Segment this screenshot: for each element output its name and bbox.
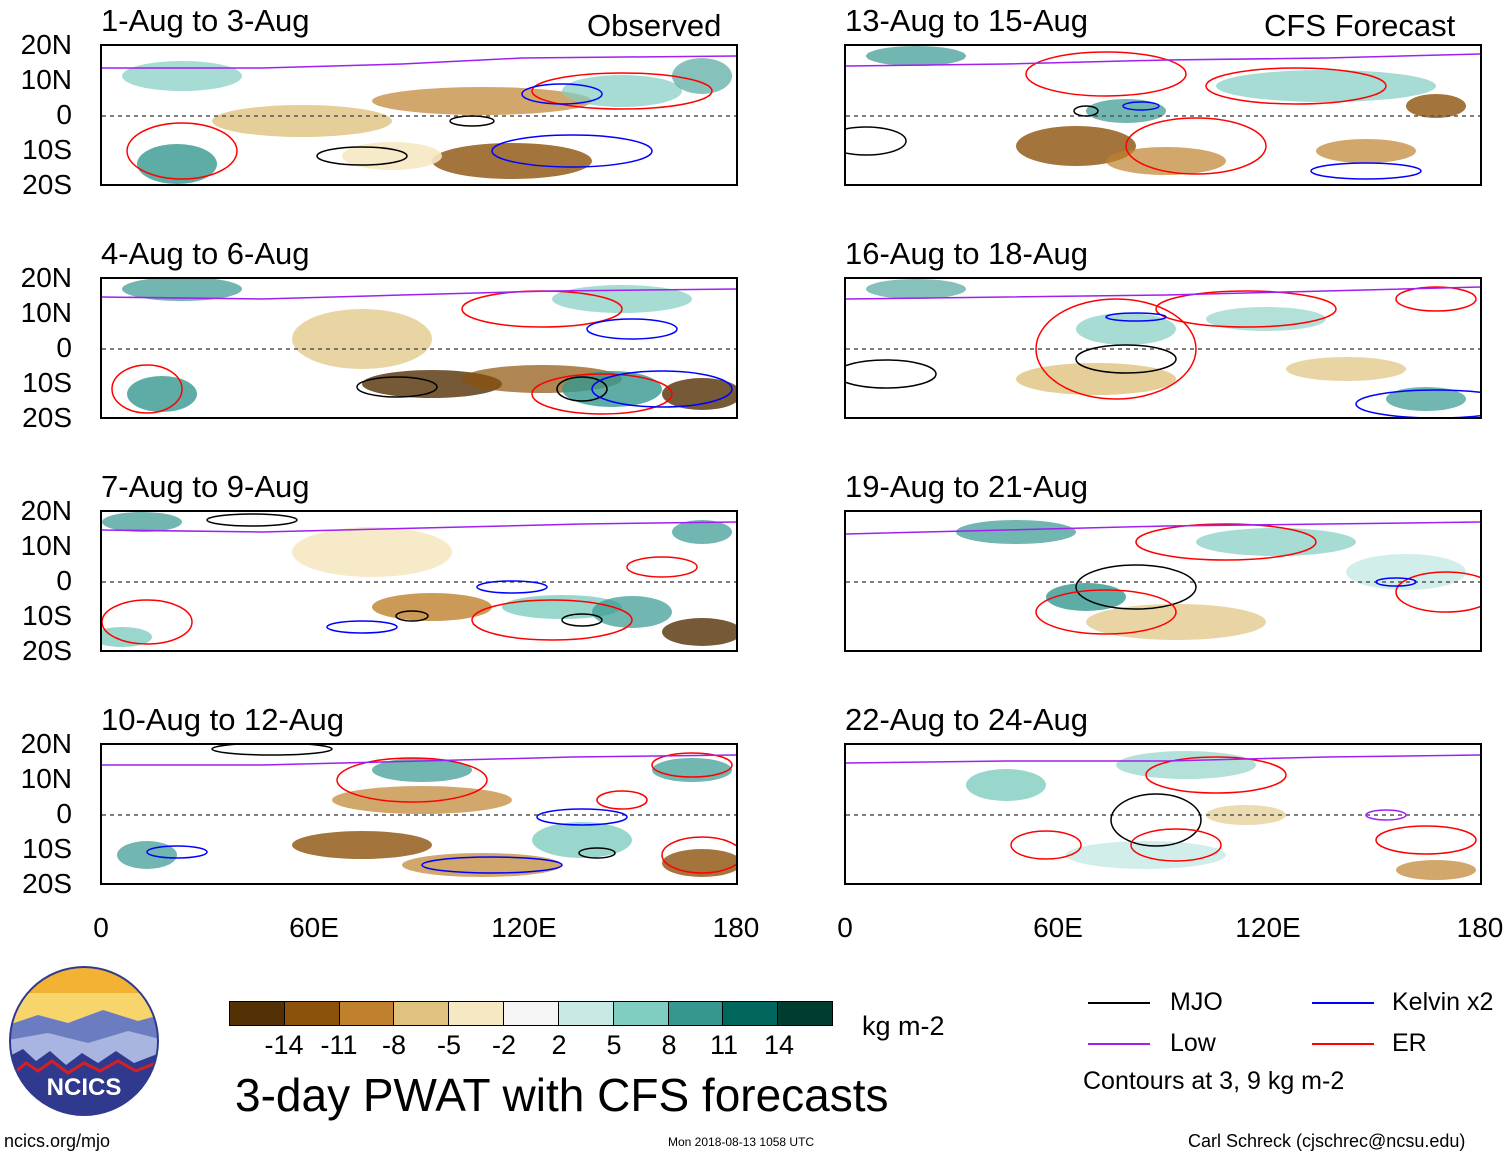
colorbar-swatch [284,1002,340,1025]
lat-label-10s: 10S [22,833,72,864]
colorbar-units: kg m-2 [862,1011,945,1041]
footer-author: Carl Schreck (cjschrec@ncsu.edu) [1188,1131,1466,1151]
map-panel-6 [844,277,1482,419]
colorbar [229,1001,833,1026]
map-panel-8 [844,743,1482,885]
colorbar-swatch [339,1002,395,1025]
colorbar-label: 11 [709,1030,739,1060]
colorbar-swatch [449,1002,505,1025]
lat-label-20n: 20N [20,728,72,759]
panel-title-2: 4-Aug to 6-Aug [101,236,310,271]
lat-label-20s: 20S [22,169,72,200]
legend-line-kelvin [1312,1002,1374,1004]
ncics-logo: NCICS [8,965,160,1117]
colorbar-swatch [558,1002,614,1025]
panel-title-6: 16-Aug to 18-Aug [845,236,1089,271]
colorbar-label: -11 [320,1030,358,1060]
lat-label-20n: 20N [20,262,72,293]
map-panel-7 [844,510,1482,652]
lon-label-0: 0 [837,912,853,943]
lat-label-20n: 20N [20,495,72,526]
lon-label-60e: 60E [289,912,339,943]
lat-label-20s: 20S [22,402,72,433]
legend-label-low: Low [1170,1029,1216,1057]
colorbar-swatch [668,1002,724,1025]
panel-title-3: 7-Aug to 9-Aug [101,469,310,504]
map-panel-2 [100,277,738,419]
colorbar-swatch [230,1002,285,1025]
lat-label-20s: 20S [22,868,72,899]
lat-label-20n: 20N [20,29,72,60]
colorbar-label: 14 [763,1030,795,1060]
lat-label-20s: 20S [22,635,72,666]
colorbar-swatch [394,1002,450,1025]
legend-label-kelvin: Kelvin x2 [1392,988,1494,1016]
lat-label-10s: 10S [22,600,72,631]
colorbar-swatch [504,1002,559,1025]
colorbar-label: -2 [491,1030,516,1060]
lon-label-0: 0 [93,912,109,943]
colorbar-label: 5 [606,1030,622,1060]
lat-label-eq: 0 [56,798,72,829]
legend-line-low [1088,1043,1150,1045]
colorbar-label: -8 [381,1030,406,1060]
lat-label-eq: 0 [56,99,72,130]
panel-title-7: 19-Aug to 21-Aug [845,469,1089,504]
panel-title-4: 10-Aug to 12-Aug [101,702,345,737]
lon-label-180: 180 [712,912,760,943]
map-panel-4 [100,743,738,885]
colorbar-swatch [778,1002,832,1025]
legend-note: Contours at 3, 9 kg m-2 [1083,1067,1345,1095]
lat-label-eq: 0 [56,332,72,363]
legend-line-er [1312,1043,1374,1045]
lon-label-120e: 120E [491,912,557,943]
colorbar-label: 8 [661,1030,677,1060]
lat-label-eq: 0 [56,565,72,596]
legend-label-er: ER [1392,1029,1427,1057]
panel-title-5: 13-Aug to 15-Aug [845,3,1089,38]
panel-title-8: 22-Aug to 24-Aug [845,702,1089,737]
lon-label-60e: 60E [1033,912,1083,943]
lon-label-180: 180 [1456,912,1504,943]
legend-label-mjo: MJO [1170,988,1223,1016]
lat-label-10n: 10N [20,530,72,561]
colorbar-swatch [723,1002,779,1025]
footer-timestamp: Mon 2018-08-13 1058 UTC [668,1135,815,1149]
map-panel-5 [844,44,1482,186]
logo-text: NCICS [47,1074,122,1101]
lat-label-10s: 10S [22,134,72,165]
panel-title-1: 1-Aug to 3-Aug [101,3,310,38]
legend-line-mjo [1088,1002,1150,1004]
map-panel-1 [100,44,738,186]
lon-label-120e: 120E [1235,912,1301,943]
main-title: 3-day PWAT with CFS forecasts [235,1069,889,1121]
lat-label-10s: 10S [22,367,72,398]
lat-label-10n: 10N [20,64,72,95]
lat-label-10n: 10N [20,763,72,794]
colorbar-label: -14 [264,1030,304,1060]
colorbar-label: -5 [436,1030,461,1060]
lat-label-10n: 10N [20,297,72,328]
footer-website: ncics.org/mjo [4,1131,111,1151]
map-panel-3 [100,510,738,652]
colorbar-swatch [613,1002,669,1025]
forecast-header: CFS Forecast [1264,8,1456,43]
observed-header: Observed [587,8,722,43]
colorbar-label: 2 [551,1030,567,1060]
